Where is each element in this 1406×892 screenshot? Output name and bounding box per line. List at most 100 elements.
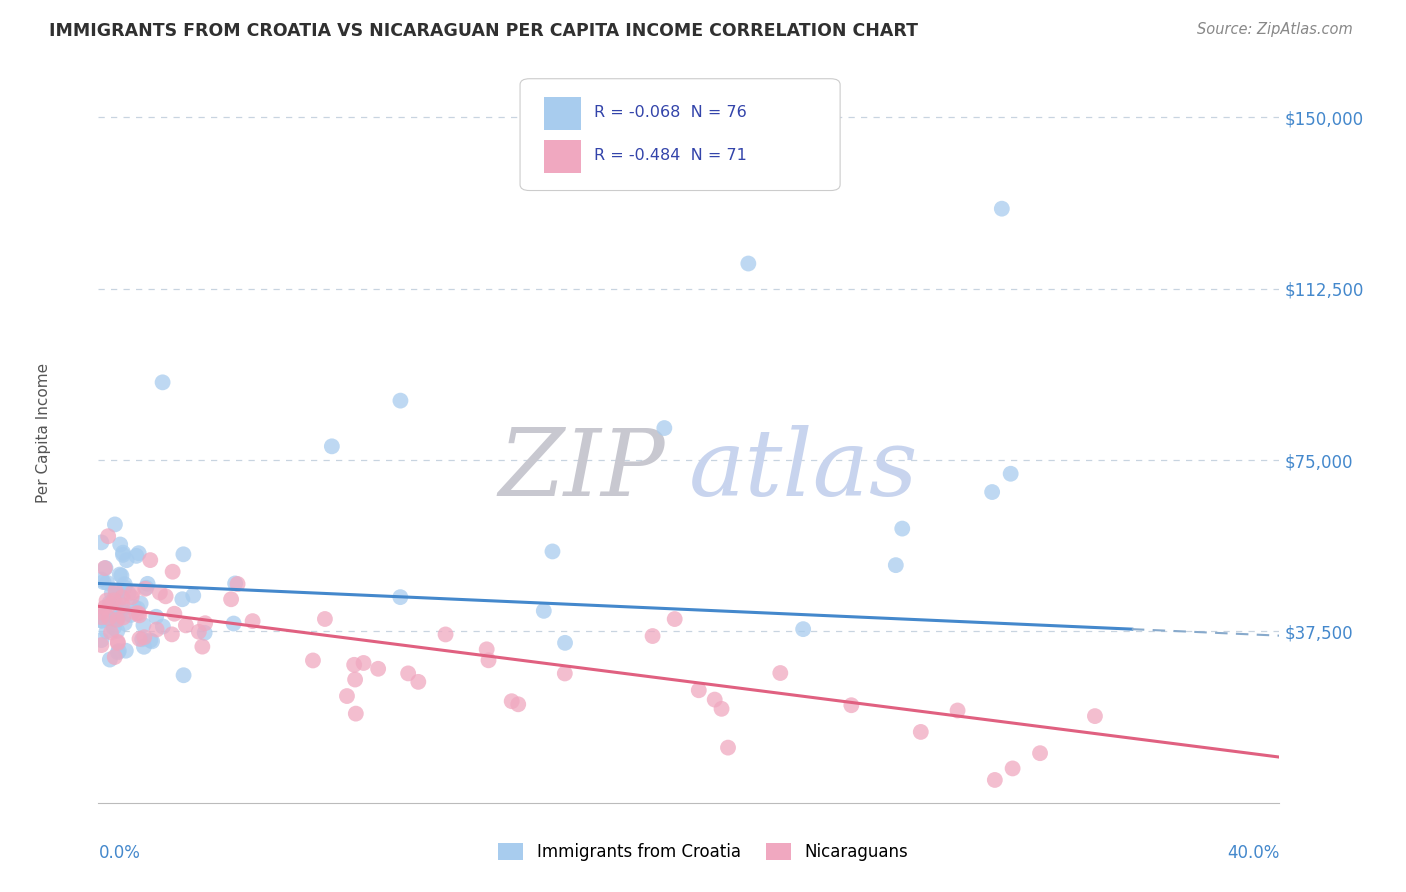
Text: ZIP: ZIP <box>499 425 665 515</box>
Point <box>792 622 814 636</box>
Point <box>121 590 143 604</box>
Text: R = -0.484  N = 71: R = -0.484 N = 71 <box>595 148 748 163</box>
Point <box>128 546 150 560</box>
Point <box>105 610 128 624</box>
Point <box>90 638 112 652</box>
Point <box>107 593 129 607</box>
Point <box>172 592 194 607</box>
Point <box>107 636 129 650</box>
Point <box>396 666 419 681</box>
Point <box>125 607 148 621</box>
Point <box>344 673 367 687</box>
Point <box>242 614 264 628</box>
Point <box>120 607 142 622</box>
Point <box>90 614 112 628</box>
FancyBboxPatch shape <box>520 78 841 191</box>
Point <box>139 553 162 567</box>
Point <box>654 421 676 435</box>
Text: R = -0.068  N = 76: R = -0.068 N = 76 <box>595 105 747 120</box>
Text: Source: ZipAtlas.com: Source: ZipAtlas.com <box>1197 22 1353 37</box>
Bar <box>544 96 582 129</box>
Text: 0.0%: 0.0% <box>98 844 141 862</box>
Point <box>97 611 120 625</box>
Point <box>737 256 759 270</box>
Point <box>96 624 118 639</box>
Point <box>107 624 129 638</box>
Point <box>554 636 576 650</box>
Point <box>141 634 163 648</box>
Point <box>1029 746 1052 760</box>
Point <box>96 575 118 590</box>
Point <box>114 581 136 595</box>
Point <box>181 589 204 603</box>
Point <box>98 652 121 666</box>
Point <box>533 604 555 618</box>
Point <box>343 657 366 672</box>
Point <box>434 627 457 641</box>
Point <box>121 585 143 599</box>
Point <box>104 583 127 598</box>
Point <box>367 662 389 676</box>
Point <box>90 610 112 624</box>
Point <box>174 618 197 632</box>
Point <box>344 706 367 721</box>
Point <box>149 585 172 599</box>
Point <box>90 605 112 619</box>
Point <box>946 704 969 718</box>
Text: atlas: atlas <box>689 425 918 515</box>
Point <box>477 653 499 667</box>
Point <box>910 725 932 739</box>
Point <box>891 522 914 536</box>
Point <box>90 633 112 648</box>
Y-axis label: Per Capita Income: Per Capita Income <box>37 362 51 503</box>
Point <box>841 698 863 713</box>
Point <box>475 642 498 657</box>
Point <box>710 702 733 716</box>
Point <box>703 692 725 706</box>
Point <box>107 635 129 649</box>
Point <box>98 598 121 612</box>
Point <box>408 674 430 689</box>
Point <box>187 624 209 639</box>
Point <box>104 650 127 665</box>
Point <box>90 609 112 624</box>
Point <box>111 548 134 562</box>
Point <box>353 656 375 670</box>
Point <box>884 558 907 573</box>
Point <box>224 576 246 591</box>
Point <box>1000 467 1022 481</box>
Point <box>117 586 139 600</box>
Point <box>93 575 115 590</box>
Point <box>110 568 132 582</box>
Point <box>98 596 121 610</box>
Point <box>103 593 125 607</box>
Point <box>984 772 1007 787</box>
Point <box>163 607 186 621</box>
Point <box>114 577 136 591</box>
Point <box>222 616 245 631</box>
Point <box>108 537 131 551</box>
Point <box>105 613 128 627</box>
Point <box>111 591 134 605</box>
Point <box>96 593 118 607</box>
Point <box>108 582 131 597</box>
Point <box>389 393 412 408</box>
Point <box>1084 709 1107 723</box>
Point <box>302 653 325 667</box>
Text: IMMIGRANTS FROM CROATIA VS NICARAGUAN PER CAPITA INCOME CORRELATION CHART: IMMIGRANTS FROM CROATIA VS NICARAGUAN PE… <box>49 22 918 40</box>
Point <box>152 376 174 390</box>
Point <box>115 553 138 567</box>
Point <box>128 607 150 621</box>
Point <box>152 619 174 633</box>
Point <box>160 627 183 641</box>
Point <box>226 577 249 591</box>
Point <box>104 594 127 608</box>
Point <box>93 600 115 615</box>
Point <box>688 683 710 698</box>
Point <box>128 632 150 646</box>
Point <box>162 565 184 579</box>
Point <box>336 689 359 703</box>
Point <box>991 202 1014 216</box>
Point <box>145 623 167 637</box>
Point <box>100 607 122 621</box>
